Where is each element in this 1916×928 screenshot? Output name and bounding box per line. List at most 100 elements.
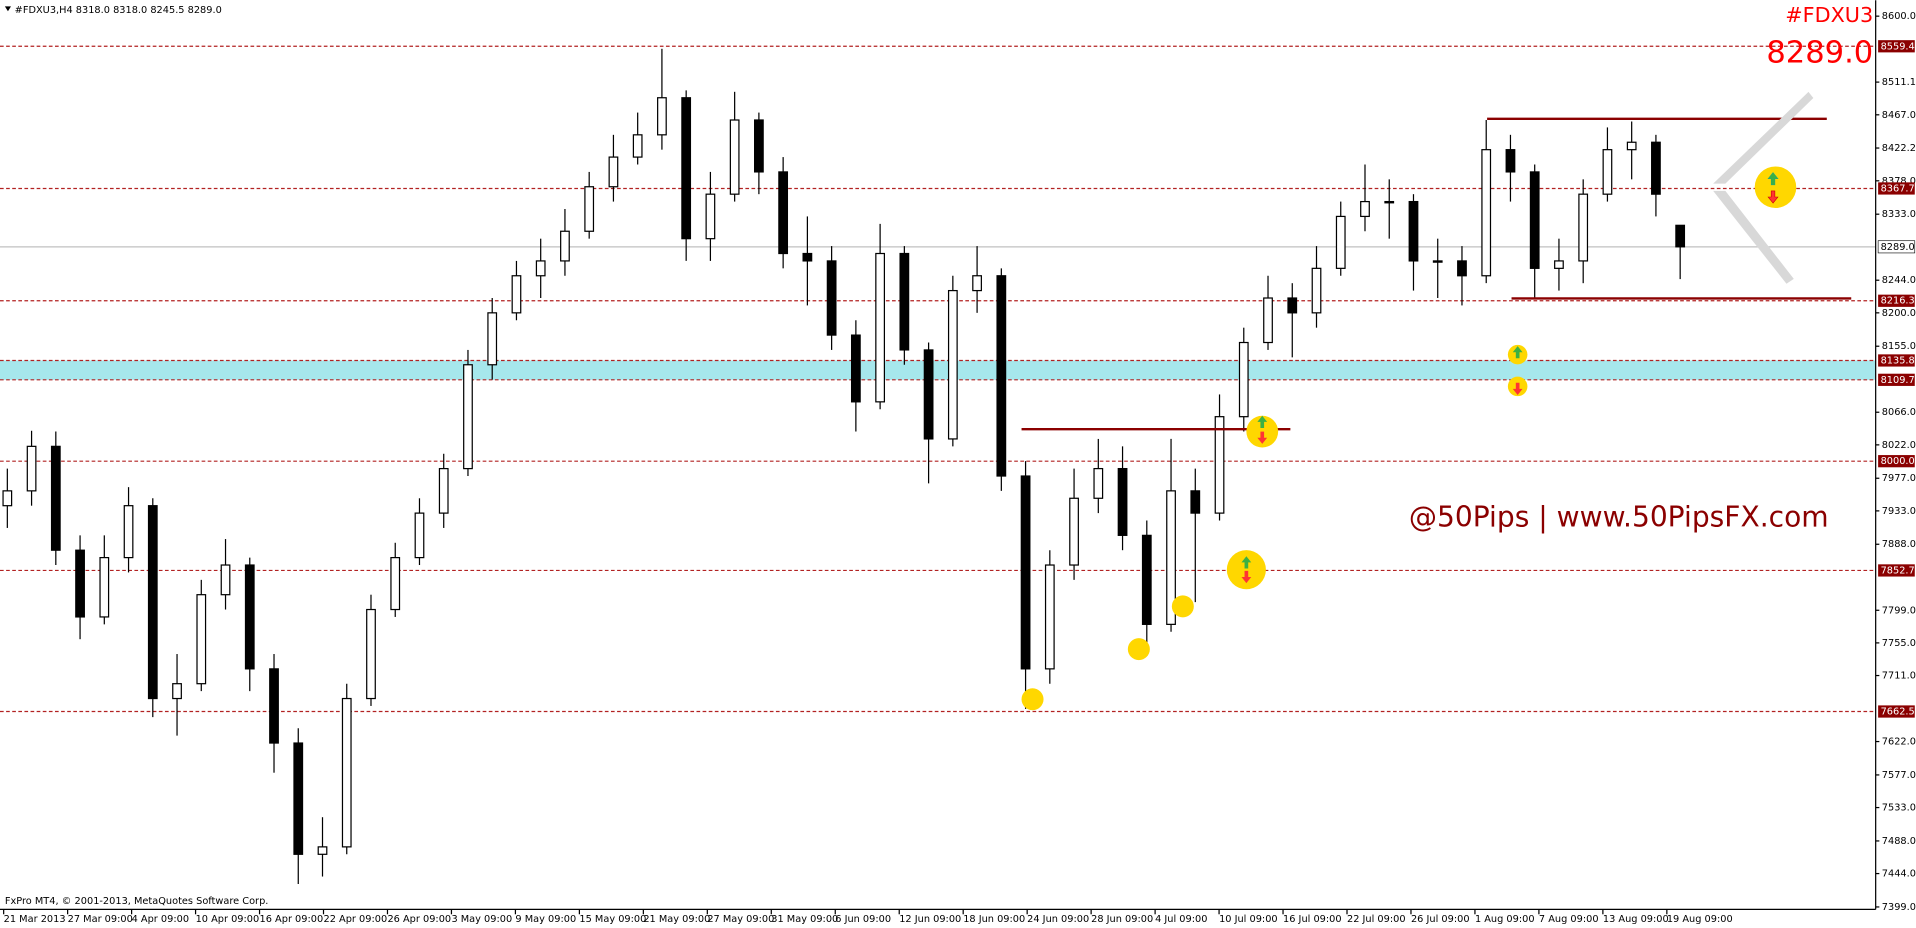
level-label: 8216.3 — [1881, 296, 1915, 307]
x-tick-label: 24 Jun 09:00 — [1027, 914, 1089, 925]
x-tick-label: 13 Aug 09:00 — [1603, 914, 1669, 925]
level-label: 8109.7 — [1881, 375, 1915, 386]
candle-body — [1287, 297, 1298, 314]
candle-body — [244, 564, 255, 670]
x-tick-label: 1 Aug 09:00 — [1475, 914, 1535, 925]
level-label: 8559.4 — [1881, 41, 1915, 52]
candle-body — [220, 564, 231, 596]
candle-body — [996, 275, 1007, 477]
x-tick-label: 10 Jul 09:00 — [1219, 914, 1278, 925]
x-tick-label: 3 May 09:00 — [451, 914, 512, 925]
candle-layer — [2, 48, 1686, 884]
candle-body — [754, 119, 764, 173]
candle-body — [875, 252, 886, 403]
band-layer — [0, 360, 1876, 380]
markers — [1021, 166, 1797, 711]
current-price-box — [1877, 240, 1916, 254]
level-label: 7852.7 — [1881, 565, 1915, 576]
candle-body — [99, 556, 110, 618]
x-tick-label: 26 Apr 09:00 — [387, 914, 451, 925]
candle-body — [2, 490, 13, 507]
candle-body — [681, 97, 692, 240]
candle-body — [1457, 260, 1467, 277]
candle-body — [123, 505, 134, 559]
candle-body — [535, 260, 546, 277]
candle-body — [438, 467, 449, 514]
level-label: 8367.7 — [1881, 183, 1915, 194]
y-tick-label: 7977.0 — [1882, 473, 1916, 484]
candle-body — [1360, 200, 1370, 218]
current-price-label: 8289.0 — [1881, 242, 1915, 253]
x-tick-label: 6 Jun 09:00 — [835, 914, 891, 925]
y-tick-label: 8155.0 — [1882, 341, 1916, 352]
level-label-box — [1878, 40, 1915, 53]
level-label: 8000.0 — [1881, 456, 1915, 467]
candle-body — [1578, 193, 1589, 262]
level-label-box — [1878, 455, 1915, 468]
x-tick-label: 4 Apr 09:00 — [132, 914, 189, 925]
candle-body — [1141, 534, 1152, 625]
y-tick-label: 7488.0 — [1882, 836, 1916, 847]
x-tick-label: 10 Apr 09:00 — [196, 914, 260, 925]
candle-body — [729, 119, 740, 195]
candle-body — [608, 156, 619, 188]
candle-body — [632, 134, 643, 158]
down-arrow — [1257, 431, 1268, 444]
x-tick-label: 26 Jul 09:00 — [1411, 914, 1470, 925]
candle-body — [1335, 215, 1346, 269]
y-tick-label: 8378.0 — [1882, 176, 1916, 187]
y-tick-label: 7933.0 — [1882, 506, 1916, 517]
candle-body — [341, 697, 352, 848]
candle-body — [463, 364, 473, 470]
y-tick-label: 8333.0 — [1882, 209, 1916, 220]
y-tick-label: 7577.0 — [1882, 770, 1916, 781]
candle-body — [1602, 149, 1613, 195]
level-label-box — [1878, 705, 1915, 718]
candle-body — [147, 505, 158, 700]
down-arrow — [1241, 570, 1252, 584]
zone — [0, 360, 1876, 380]
x-tick-label: 7 Aug 09:00 — [1539, 914, 1599, 925]
candle-body — [1044, 564, 1055, 670]
up-arrow — [1257, 415, 1268, 428]
candle-body — [1263, 297, 1273, 344]
candle-body — [947, 289, 958, 440]
y-tick-label: 8022.0 — [1882, 440, 1916, 451]
up-arrow — [1767, 172, 1779, 186]
y-tick-label: 8066.0 — [1882, 407, 1916, 418]
big-price: 8289.0 — [1766, 36, 1873, 71]
x-tick-label: 22 Apr 09:00 — [324, 914, 388, 925]
y-tick-label: 7399.0 — [1882, 902, 1916, 913]
candle-body — [826, 260, 837, 336]
candle-body — [317, 846, 328, 855]
level-layer — [0, 45, 1876, 713]
candle-body — [50, 445, 61, 551]
candle-body — [1311, 267, 1322, 314]
axis-layer: 8600.0 8511.1 8467.0 8422.2 8378.0 8333.0 8244… — [3, 11, 1916, 925]
x-tick-label: 22 Jul 09:00 — [1347, 914, 1406, 925]
x-tick-label: 12 Jun 09:00 — [899, 914, 961, 925]
header-icon — [4, 6, 11, 12]
x-tick-label: 31 May 09:00 — [771, 914, 838, 925]
candle-body — [1093, 467, 1104, 499]
candle-body — [584, 186, 595, 232]
chevron — [1713, 190, 1794, 284]
y-tick-label: 7444.0 — [1882, 869, 1916, 880]
arrows — [1241, 172, 1779, 584]
y-tick-label: 8422.2 — [1882, 143, 1916, 154]
annotations — [1021, 91, 1852, 711]
up-arrow — [1241, 556, 1252, 569]
level-label-box — [1878, 373, 1915, 386]
y-tick-label: 7799.0 — [1882, 605, 1916, 616]
candle-body — [1384, 200, 1395, 204]
candle-body — [1214, 416, 1225, 514]
level-label-box — [1878, 354, 1915, 367]
candle-body — [1117, 467, 1128, 536]
candle-body — [1651, 141, 1661, 195]
x-tick-label: 4 Jul 09:00 — [1155, 914, 1207, 925]
y-tick-label: 7888.0 — [1882, 539, 1916, 550]
level-label: 8135.8 — [1881, 355, 1915, 366]
y-tick-label: 8511.1 — [1882, 77, 1916, 88]
chevron — [1713, 91, 1814, 184]
